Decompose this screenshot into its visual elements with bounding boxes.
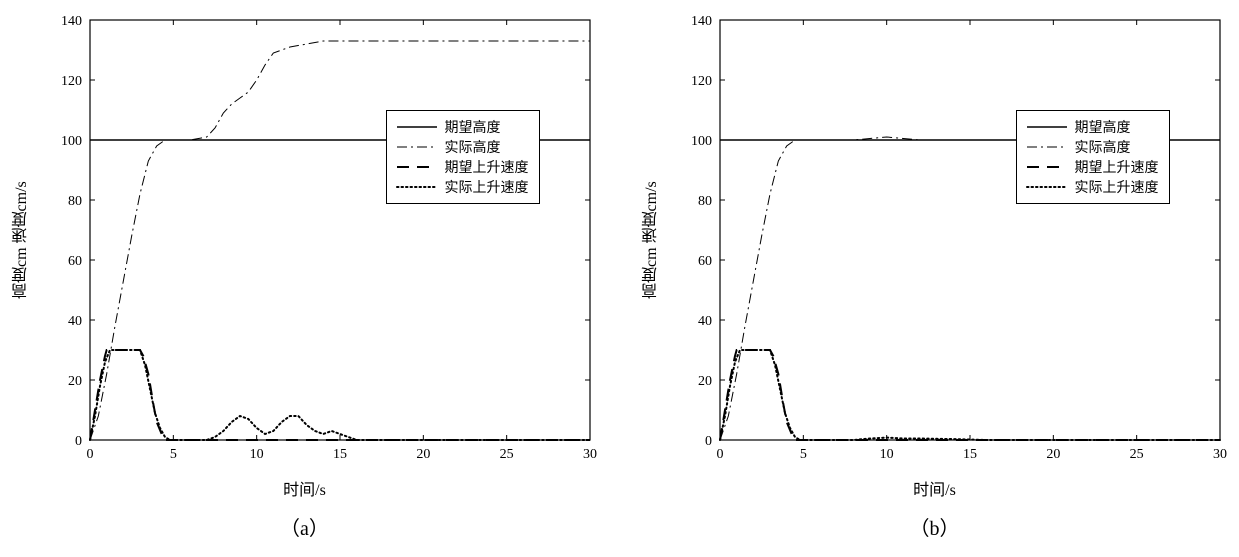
legend-item: 实际高度 [395, 137, 529, 157]
chart-b-svg: 0 5 10 15 20 25 30 0 20 40 60 80 100 120 140 [670, 10, 1230, 470]
svg-text:0: 0 [75, 434, 82, 449]
svg-text:60: 60 [68, 254, 82, 269]
svg-text:20: 20 [416, 447, 430, 462]
panel-b: 高度cm 速度cm/s 0 5 10 15 20 25 30 0 20 40 60 80 100 120 1… [640, 10, 1230, 541]
panel-a: 高度cm 速度cm/s 0 5 10 15 20 25 30 0 20 40 60 80 100 120 1… [10, 10, 600, 541]
ylabel-b: 高度cm 速度cm/s [640, 10, 664, 470]
svg-text:5: 5 [799, 447, 806, 462]
svg-text:15: 15 [963, 447, 977, 462]
legend-label: 期望上升速度 [1075, 157, 1159, 177]
legend-b: 期望高度实际高度期望上升速度实际上升速度 [1016, 110, 1170, 204]
legend-label: 实际高度 [1075, 137, 1131, 157]
legend-label: 期望高度 [1075, 117, 1131, 137]
svg-text:60: 60 [698, 254, 712, 269]
svg-text:20: 20 [68, 374, 82, 389]
svg-text:10: 10 [249, 447, 263, 462]
legend-item: 期望上升速度 [1025, 157, 1159, 177]
legend-label: 期望高度 [445, 117, 501, 137]
svg-text:40: 40 [68, 314, 82, 329]
svg-text:20: 20 [698, 374, 712, 389]
svg-text:25: 25 [1129, 447, 1143, 462]
svg-text:120: 120 [691, 74, 712, 89]
svg-text:0: 0 [716, 447, 723, 462]
sublabel-b: （b） [910, 512, 960, 541]
figure-container: 高度cm 速度cm/s 0510152025300204060801001201… [10, 10, 1229, 541]
xlabel-a: 时间/s [283, 476, 326, 500]
svg-text:25: 25 [499, 447, 513, 462]
svg-text:120: 120 [61, 74, 82, 89]
svg-text:20: 20 [1046, 447, 1060, 462]
legend-item: 实际上升速度 [395, 177, 529, 197]
svg-text:15: 15 [333, 447, 347, 462]
svg-text:30: 30 [1213, 447, 1227, 462]
legend-label: 实际高度 [445, 137, 501, 157]
svg-text:0: 0 [86, 447, 93, 462]
xlabel-b: 时间/s [913, 476, 956, 500]
sublabel-a: （a） [280, 512, 329, 541]
legend-label: 期望上升速度 [445, 157, 529, 177]
svg-text:140: 140 [691, 14, 712, 29]
legend-label: 实际上升速度 [1075, 177, 1159, 197]
ylabel-a: 高度cm 速度cm/s [10, 10, 34, 470]
chart-a-svg: 0 5 10 15 20 25 30 0 20 40 60 80 100 120 140 [40, 10, 600, 470]
legend-item: 期望高度 [395, 117, 529, 137]
svg-text:30: 30 [583, 447, 597, 462]
svg-text:10: 10 [879, 447, 893, 462]
legend-item: 实际高度 [1025, 137, 1159, 157]
legend-item: 实际上升速度 [1025, 177, 1159, 197]
svg-text:100: 100 [61, 134, 82, 149]
svg-text:100: 100 [691, 134, 712, 149]
svg-text:0: 0 [705, 434, 712, 449]
legend-item: 期望高度 [1025, 117, 1159, 137]
svg-text:140: 140 [61, 14, 82, 29]
svg-text:5: 5 [169, 447, 176, 462]
svg-text:40: 40 [698, 314, 712, 329]
legend-item: 期望上升速度 [395, 157, 529, 177]
legend-a: 期望高度实际高度期望上升速度实际上升速度 [386, 110, 540, 204]
svg-text:80: 80 [68, 194, 82, 209]
legend-label: 实际上升速度 [445, 177, 529, 197]
svg-text:80: 80 [698, 194, 712, 209]
